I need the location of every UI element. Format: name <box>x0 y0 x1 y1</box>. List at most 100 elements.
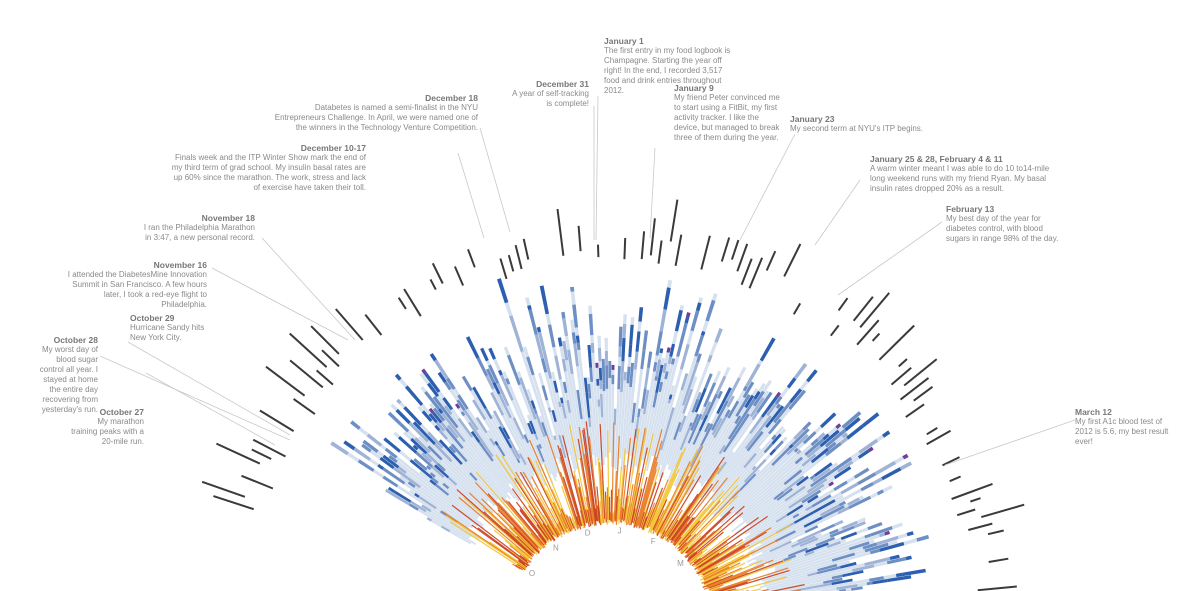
food-bar <box>628 428 648 522</box>
glucose-high-bar <box>797 529 822 543</box>
food-bar <box>653 518 660 531</box>
activity-spike <box>310 325 340 355</box>
annotation-leaders <box>99 95 1076 466</box>
food-bar <box>542 514 558 539</box>
glucose-high-bar <box>742 385 748 392</box>
food-bar <box>519 508 547 544</box>
glucose-high-bar <box>821 505 845 519</box>
food-bar <box>583 427 597 522</box>
glucose-high-bar <box>786 447 795 456</box>
glucose-in-range-bar <box>630 317 635 325</box>
glucose-in-range-bar <box>690 411 698 423</box>
glucose-high-bar <box>714 328 723 343</box>
food-bar <box>585 496 592 522</box>
activity-spike <box>453 266 465 286</box>
food-bar <box>615 488 620 525</box>
glucose-high-bar <box>788 443 794 449</box>
glucose-in-range-bar <box>745 499 778 524</box>
glucose-in-range-bar <box>698 297 704 304</box>
glucose-high-bar <box>387 486 396 494</box>
food-bar <box>519 510 547 544</box>
glucose-high-bar <box>628 344 633 358</box>
food-bar <box>612 511 615 524</box>
glucose-in-range-bar <box>721 453 789 518</box>
glucose-high-bar <box>773 401 792 424</box>
glucose-high-bar <box>505 378 511 385</box>
glucose-in-range-bar <box>456 426 509 494</box>
glucose-in-range-bar <box>669 412 694 471</box>
glucose-high-bar <box>465 336 480 359</box>
glucose-high-bar <box>541 457 545 463</box>
food-bar <box>652 509 665 535</box>
glucose-in-range-bar <box>507 383 544 466</box>
food-bar <box>565 514 573 531</box>
glucose-in-range-bar <box>731 456 809 522</box>
activity-spike <box>252 438 286 458</box>
activity-spike <box>903 358 938 387</box>
glucose-in-range-bar <box>429 402 436 410</box>
glucose-high-bar <box>596 378 600 386</box>
glucose-high-bar <box>587 344 593 368</box>
glucose-high-bar <box>425 452 439 465</box>
glucose-in-range-bar <box>577 349 592 453</box>
glucose-in-range-bar <box>449 530 472 545</box>
glucose-high-bar <box>437 371 447 383</box>
glucose-in-range-bar <box>487 429 497 443</box>
glucose-in-range-bar <box>602 391 607 458</box>
activity-spike <box>201 480 246 498</box>
glucose-high-bar <box>519 377 530 401</box>
glucose-high-bar <box>775 403 781 409</box>
glucose-high-bar <box>753 390 761 400</box>
food-bar <box>559 471 580 529</box>
annotation-nov18: November 18 I ran the Philadelphia Marat… <box>136 213 255 243</box>
food-bar <box>661 479 695 535</box>
food-bar <box>680 489 740 552</box>
glucose-in-range-bar <box>531 433 539 446</box>
glucose-high-bar <box>395 495 411 506</box>
glucose-in-range-bar <box>636 371 656 469</box>
glucose-in-range-bar <box>630 368 644 456</box>
glucose-high-bar <box>544 306 549 315</box>
glucose-high-bar <box>716 402 724 415</box>
glucose-in-range-bar <box>819 484 830 492</box>
food-bar <box>540 532 549 543</box>
glucose-high-bar <box>426 382 440 398</box>
glucose-high-bar <box>799 537 819 547</box>
glucose-high-bar <box>421 410 433 422</box>
glucose-high-bar <box>492 381 501 395</box>
glucose-high-bar <box>498 369 503 376</box>
glucose-in-range-bar <box>794 525 805 533</box>
glucose-high-bar <box>867 522 883 531</box>
glucose-in-range-bar <box>723 366 731 377</box>
glucose-high-bar <box>842 525 855 533</box>
glucose-high-bar <box>512 417 525 440</box>
food-bar <box>587 509 592 527</box>
glucose-in-range-bar <box>434 475 444 485</box>
glucose-extreme-bar <box>867 446 874 453</box>
glucose-high-bar <box>536 326 542 333</box>
glucose-high-bar <box>585 392 591 418</box>
glucose-high-bar <box>700 330 706 336</box>
annotation-dec31-text: A year of self-tracking is complete! <box>512 89 589 108</box>
glucose-high-bar <box>622 323 627 339</box>
glucose-in-range-bar <box>428 451 494 514</box>
food-bar <box>597 505 601 524</box>
food-bar <box>531 476 563 535</box>
food-bar <box>702 574 734 588</box>
food-bar <box>642 516 648 530</box>
annotation-leader <box>145 372 276 446</box>
glucose-high-bar <box>533 408 538 415</box>
activity-spike <box>926 427 938 436</box>
glucose-in-range-bar <box>814 587 837 591</box>
activity-spike <box>265 365 306 397</box>
food-bar <box>556 525 562 535</box>
food-bar <box>687 552 698 561</box>
food-bar <box>664 509 683 538</box>
glucose-high-bar <box>547 407 552 413</box>
glucose-high-bar <box>530 400 536 409</box>
glucose-in-range-bar <box>868 539 875 545</box>
annotation-mar12-date: March 12 <box>1075 407 1112 417</box>
food-bar <box>519 554 528 562</box>
glucose-in-range-bar <box>576 366 593 476</box>
food-bar <box>640 466 661 527</box>
